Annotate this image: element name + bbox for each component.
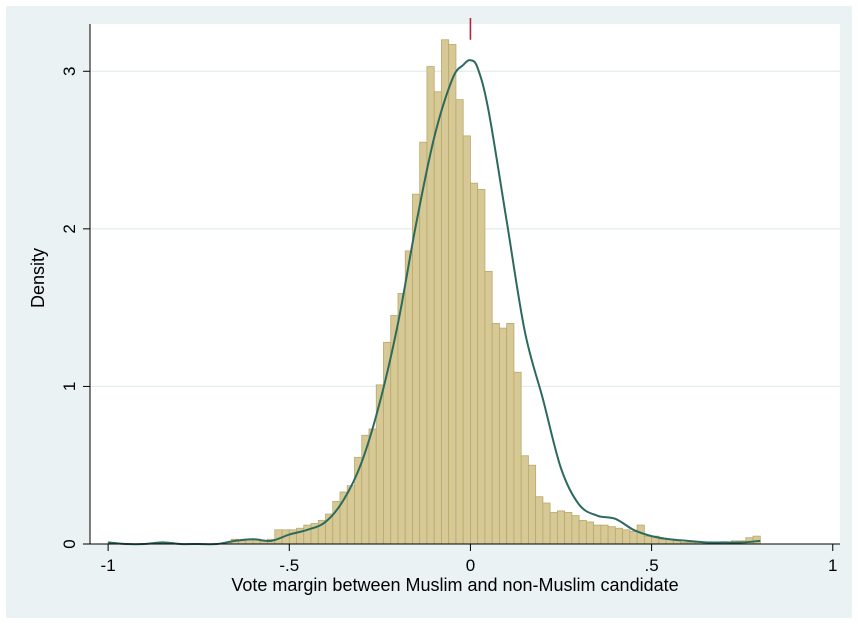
histogram-bar [433,91,442,545]
histogram-bar [462,135,471,545]
histogram-bar [600,524,609,545]
histogram-bar [585,521,595,545]
histogram-bar [513,371,522,545]
histogram-bar [571,515,580,545]
x-tick-label: 0 [466,556,475,575]
x-tick-label: 1 [828,556,837,575]
histogram-bar [368,428,377,545]
kde-line [108,59,761,546]
histogram-bar [520,455,529,545]
histogram-bar [578,519,587,545]
x-tick-label: .5 [645,556,659,575]
histogram-bar [506,322,515,545]
histogram-bar [441,39,450,545]
histogram-bar [658,538,667,545]
histogram-bar [303,524,312,545]
histogram-bar [535,496,544,545]
histogram-bar [622,529,631,545]
histogram-bar [528,464,537,545]
x-tick-label: -1 [101,556,116,575]
histogram-bar [448,44,457,545]
histogram-bar [477,189,486,545]
histogram-bar [397,293,406,545]
histogram-bar [614,527,624,545]
histogram-bar [404,250,413,545]
histogram-bar [556,510,566,545]
histogram-bar [564,512,573,545]
histogram-bar [499,327,508,545]
histogram-bar [346,485,355,545]
y-tick-label: 1 [60,382,79,391]
histogram-bar [643,535,652,545]
histogram-bar [491,322,500,545]
y-axis-title: Density [28,248,48,308]
histogram-bar [629,530,638,545]
histogram-bars [107,39,761,545]
histogram-bar [484,270,493,545]
histogram-bar [593,524,602,545]
histogram-bar [455,99,464,545]
chart-frame: -1 -.5 0 .5 1 0 1 2 3 Vote margin between Muslim… [6,6,852,618]
histogram-bar [607,526,616,545]
y-tick-label: 3 [60,67,79,76]
axes: -1 -.5 0 .5 1 0 1 2 3 [60,24,840,575]
x-tick-label: -.5 [279,556,299,575]
histogram-chart: -1 -.5 0 .5 1 0 1 2 3 Vote margin between Muslim… [28,18,840,595]
histogram-bar [412,193,421,545]
y-tick-label: 2 [60,224,79,233]
histogram-bar [549,512,558,545]
histogram-bar [470,182,479,545]
y-tick-label: 0 [60,539,79,548]
x-axis-title: Vote margin between Muslim and non-Musli… [231,575,678,595]
histogram-bar [542,502,551,545]
